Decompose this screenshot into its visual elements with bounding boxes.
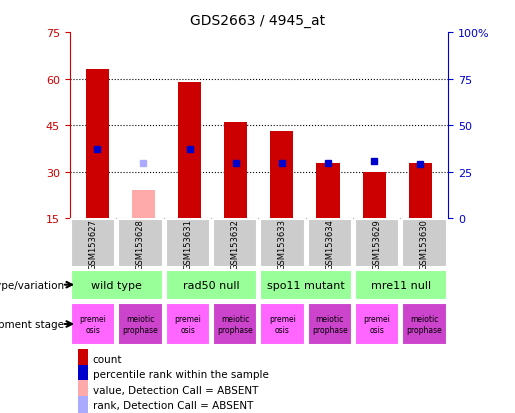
Text: GSM153633: GSM153633 — [278, 218, 287, 269]
Text: premei
osis: premei osis — [175, 315, 201, 334]
Text: premei
osis: premei osis — [364, 315, 390, 334]
Text: premei
osis: premei osis — [80, 315, 107, 334]
Text: GSM153631: GSM153631 — [183, 218, 192, 269]
Bar — [409, 163, 432, 219]
Text: percentile rank within the sample: percentile rank within the sample — [93, 369, 269, 379]
Text: GSM153628: GSM153628 — [136, 218, 145, 269]
Text: GSM153629: GSM153629 — [372, 218, 382, 269]
Text: wild type: wild type — [91, 280, 142, 290]
Bar — [270, 132, 294, 219]
Text: meiotic
prophase: meiotic prophase — [217, 315, 253, 334]
FancyBboxPatch shape — [402, 220, 447, 268]
Bar — [78, 365, 89, 384]
FancyBboxPatch shape — [355, 270, 447, 300]
FancyBboxPatch shape — [307, 303, 352, 346]
Text: meiotic
prophase: meiotic prophase — [312, 315, 348, 334]
Text: rad50 null: rad50 null — [183, 280, 240, 290]
FancyBboxPatch shape — [71, 270, 163, 300]
FancyBboxPatch shape — [71, 303, 115, 346]
FancyBboxPatch shape — [402, 303, 447, 346]
Text: value, Detection Call = ABSENT: value, Detection Call = ABSENT — [93, 385, 258, 395]
Text: meiotic
prophase: meiotic prophase — [406, 315, 442, 334]
Bar — [78, 380, 89, 399]
Text: GSM153632: GSM153632 — [231, 218, 239, 269]
Text: rank, Detection Call = ABSENT: rank, Detection Call = ABSENT — [93, 400, 253, 410]
Text: premei
osis: premei osis — [269, 315, 296, 334]
Text: genotype/variation: genotype/variation — [0, 280, 64, 290]
Bar — [78, 349, 89, 368]
FancyBboxPatch shape — [213, 303, 258, 346]
Bar — [363, 173, 386, 219]
Text: meiotic
prophase: meiotic prophase — [123, 315, 159, 334]
Text: spo11 mutant: spo11 mutant — [267, 280, 345, 290]
FancyBboxPatch shape — [355, 303, 399, 346]
Bar — [132, 191, 155, 219]
Text: GSM153627: GSM153627 — [89, 218, 98, 269]
FancyBboxPatch shape — [166, 270, 258, 300]
FancyBboxPatch shape — [213, 220, 258, 268]
FancyBboxPatch shape — [166, 303, 210, 346]
FancyBboxPatch shape — [260, 303, 305, 346]
Text: GSM153634: GSM153634 — [325, 218, 334, 269]
Bar — [224, 123, 247, 219]
FancyBboxPatch shape — [118, 220, 163, 268]
Text: development stage: development stage — [0, 319, 64, 329]
Bar — [178, 83, 201, 219]
Text: count: count — [93, 354, 122, 364]
FancyBboxPatch shape — [118, 303, 163, 346]
Bar — [85, 70, 109, 219]
Text: GSM153630: GSM153630 — [420, 218, 429, 269]
FancyBboxPatch shape — [307, 220, 352, 268]
Text: mre11 null: mre11 null — [371, 280, 431, 290]
FancyBboxPatch shape — [260, 270, 352, 300]
Text: GDS2663 / 4945_at: GDS2663 / 4945_at — [190, 14, 325, 28]
FancyBboxPatch shape — [355, 220, 399, 268]
Bar — [78, 396, 89, 413]
FancyBboxPatch shape — [71, 220, 115, 268]
Bar — [317, 163, 339, 219]
FancyBboxPatch shape — [260, 220, 305, 268]
FancyBboxPatch shape — [166, 220, 210, 268]
